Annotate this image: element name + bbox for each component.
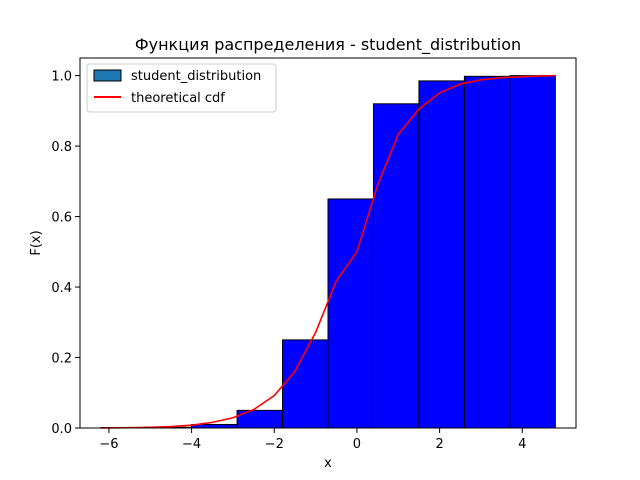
x-axis: −6 −4 −2 0 2 4 [99,428,526,452]
y-tick-label: 0.8 [51,140,72,155]
histogram-bar [509,75,556,429]
histogram-bar [327,198,374,429]
x-tick-label: −6 [99,437,118,452]
legend-box [86,63,277,113]
y-axis-label: F(x) [29,230,44,255]
histogram-bar [463,75,511,429]
y-tick-label: 0.4 [51,281,72,296]
plot-frame [79,57,577,429]
legend: student_distribution theoretical cdf [86,63,277,113]
theoretical-cdf-line [100,74,556,429]
y-tick-label: 0.2 [51,352,72,367]
histogram-bar [372,103,420,429]
chart-title: Функция распределения - student_distribu… [135,35,521,55]
legend-swatch-histogram [93,69,122,82]
histogram-bar [418,80,465,429]
y-tick-label: 0.6 [51,211,72,226]
x-axis-label: x [324,456,332,471]
x-tick-label: 0 [353,437,361,452]
x-tick-label: 2 [435,437,443,452]
legend-label-histogram: student_distribution [131,69,261,84]
y-tick-label: 1.0 [51,70,72,85]
histogram-bar [282,339,329,429]
legend-label-line: theoretical cdf [131,91,225,106]
x-tick-label: −4 [182,437,201,452]
x-tick-label: 4 [518,437,526,452]
y-axis: 0.0 0.2 0.4 0.6 0.8 1.0 [51,70,80,437]
x-tick-label: −2 [265,437,284,452]
histogram-bars [100,75,556,429]
y-tick-label: 0.0 [51,422,72,437]
